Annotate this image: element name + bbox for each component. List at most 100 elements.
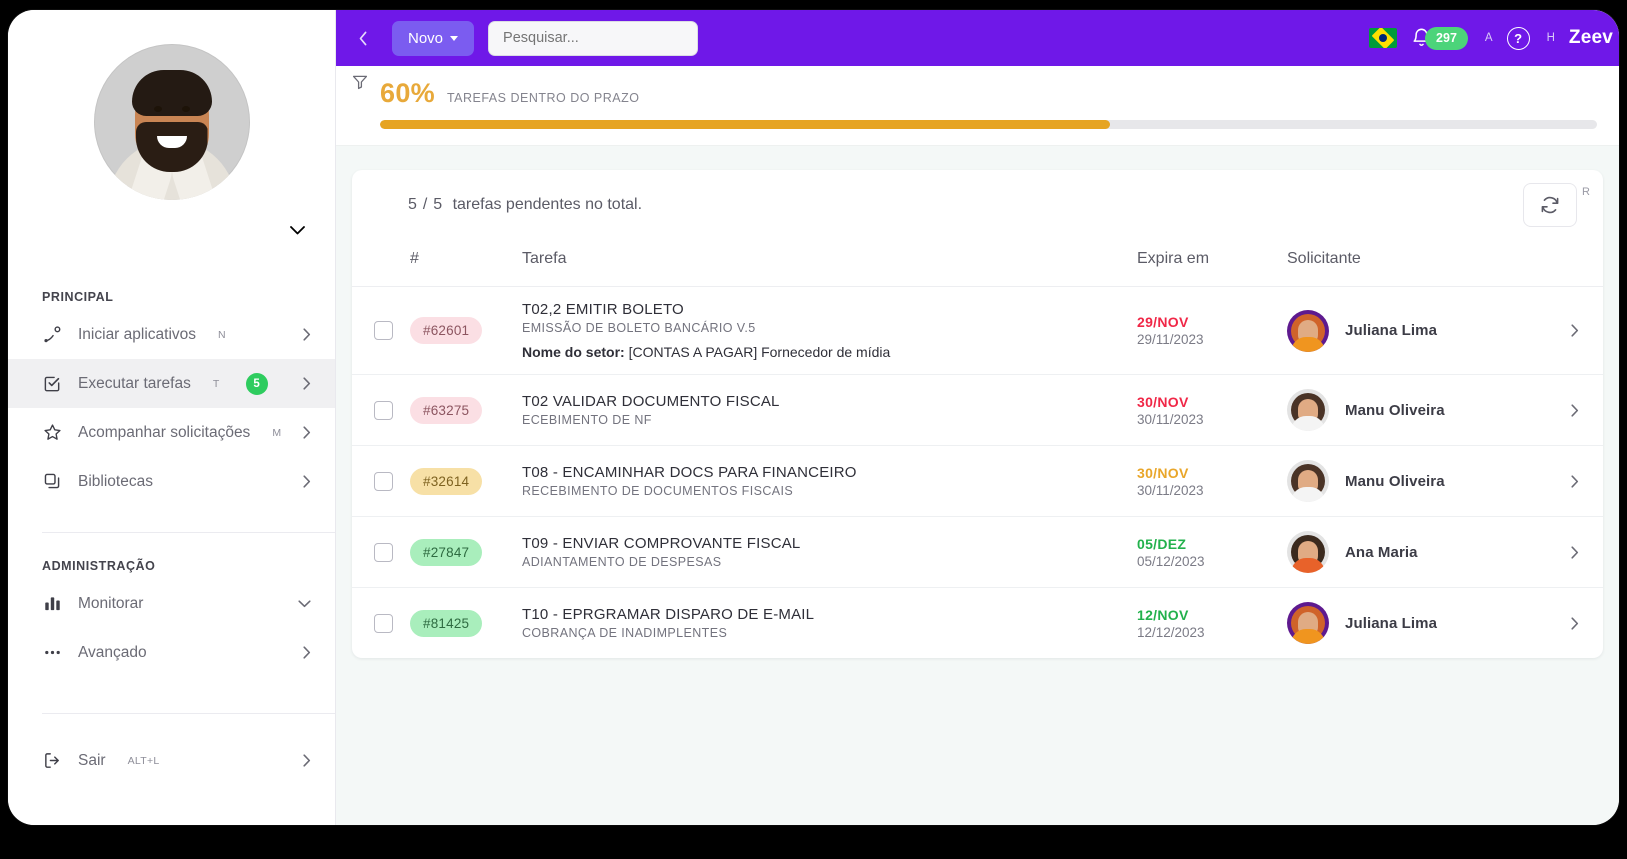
task-id-badge[interactable]: #63275	[410, 396, 483, 424]
count-caption: tarefas pendentes no total.	[452, 196, 643, 213]
logout-icon	[42, 751, 62, 771]
main-region: Novo 297 A ? H Zeev	[336, 10, 1619, 825]
row-task-cell: T02,2 EMITIR BOLETO EMISSÃO DE BOLETO BAN…	[522, 286, 1137, 375]
row-arrow-cell[interactable]	[1547, 445, 1603, 517]
sidebar-item-executar-tarefas[interactable]: Executar tarefas T 5	[8, 359, 335, 408]
column-task[interactable]: Tarefa	[522, 240, 1137, 287]
caret-down-icon	[450, 35, 459, 41]
row-task-cell: T10 - EPRGRAMAR DISPARO DE E-MAIL COBRANÇ…	[522, 588, 1137, 659]
row-checkbox[interactable]	[374, 613, 393, 633]
task-subtitle: ADIANTAMENTO DE DESPESAS	[522, 555, 722, 569]
column-id[interactable]: #	[410, 240, 522, 287]
topbar-actions: 297 A ? H Zeev	[1369, 26, 1619, 50]
notifications-button[interactable]: 297	[1411, 26, 1468, 50]
search-input[interactable]	[488, 20, 699, 56]
sidebar-item-bibliotecas[interactable]: Bibliotecas	[8, 457, 335, 506]
row-checkbox[interactable]	[374, 542, 393, 562]
sidebar-item-iniciar-aplicativos[interactable]: Iniciar aplicativos N	[8, 310, 335, 359]
sidebar-item-label: Bibliotecas	[78, 472, 153, 490]
table-row[interactable]: #63275 T02 VALIDAR DOCUMENTO FISCAL ECEBIM…	[352, 374, 1603, 446]
chevron-right-icon	[1547, 403, 1603, 417]
expires-short: 05/DEZ	[1137, 535, 1187, 552]
row-task-cell: T02 VALIDAR DOCUMENTO FISCAL ECEBIMENTO D…	[522, 374, 1137, 446]
brazil-flag-icon[interactable]	[1369, 28, 1398, 48]
user-avatar[interactable]	[93, 44, 250, 200]
sidebar-item-monitorar[interactable]: Monitorar	[8, 579, 335, 628]
requester-avatar	[1287, 389, 1329, 431]
tasks-table-body: #62601 T02,2 EMITIR BOLETO EMISSÃO DE BOLE…	[352, 286, 1603, 659]
row-id-cell: #81425	[410, 588, 522, 659]
task-id-badge[interactable]: #27847	[410, 538, 483, 566]
notification-count-badge: 297	[1425, 26, 1468, 50]
table-row[interactable]: #32614 T08 - ENCAMINHAR DOCS PARA FINANCE…	[352, 445, 1603, 517]
tasks-table-header: # Tarefa Expira em Solicitante	[352, 240, 1603, 287]
task-id-badge[interactable]: #32614	[410, 467, 483, 495]
row-checkbox[interactable]	[374, 471, 393, 491]
sidebar-item-shortcut: N	[218, 328, 226, 341]
requester-avatar	[1287, 531, 1329, 573]
copy-icon	[42, 472, 62, 492]
task-title: T02,2 EMITIR BOLETO	[522, 301, 684, 318]
pending-count: 5 / 5 tarefas pendentes no total.	[408, 196, 642, 214]
expires-full: 30/11/2023	[1137, 411, 1204, 427]
count-total: 5	[433, 196, 444, 213]
brand-logo[interactable]: Zeev	[1568, 27, 1613, 48]
sidebar-item-label: Sair	[78, 751, 106, 769]
table-row[interactable]: #81425 T10 - EPRGRAMAR DISPARO DE E-MAIL C…	[352, 588, 1603, 659]
profile-section	[8, 44, 335, 264]
profile-expand-button[interactable]	[8, 200, 335, 235]
row-arrow-cell[interactable]	[1547, 588, 1603, 659]
task-subtitle: RECEBIMENTO DE DOCUMENTOS FISCAIS	[522, 484, 794, 498]
task-title: T10 - EPRGRAMAR DISPARO DE E-MAIL	[522, 606, 815, 623]
progress-fill	[380, 120, 1111, 129]
row-id-cell: #27847	[410, 516, 522, 588]
progress-band: 60% TAREFAS DENTRO DO PRAZO	[336, 66, 1619, 146]
sidebar-item-shortcut: ALT+L	[127, 754, 160, 767]
row-arrow-cell[interactable]	[1547, 516, 1603, 588]
row-checkbox[interactable]	[374, 321, 393, 340]
sidebar-item-sair[interactable]: Sair ALT+L	[8, 736, 335, 785]
row-id-cell: #63275	[410, 374, 522, 446]
row-requester-cell: Manu Oliveira	[1287, 445, 1547, 517]
refresh-button[interactable]: R	[1523, 183, 1590, 227]
task-extra: Nome do setor: [CONTAS A PAGAR] Forneced…	[522, 344, 1137, 360]
novo-button[interactable]: Novo	[392, 20, 475, 56]
row-checkbox[interactable]	[374, 400, 393, 420]
row-expires-cell: 12/NOV 12/12/2023	[1137, 588, 1287, 659]
table-row[interactable]: #27847 T09 - ENVIAR COMPROVANTE FISCAL ADI…	[352, 516, 1603, 588]
task-id-badge[interactable]: #62601	[410, 317, 483, 344]
row-expires-cell: 30/NOV 30/11/2023	[1137, 445, 1287, 517]
chevron-right-icon	[303, 475, 311, 488]
requester-name: Juliana Lima	[1345, 322, 1438, 339]
tasks-card: 5 / 5 tarefas pendentes no total. R	[352, 170, 1603, 658]
chevron-right-icon	[303, 646, 311, 659]
task-title: T09 - ENVIAR COMPROVANTE FISCAL	[522, 535, 801, 552]
requester-name: Manu Oliveira	[1345, 401, 1445, 419]
task-id-badge[interactable]: #81425	[410, 609, 483, 637]
row-checkbox-cell	[352, 588, 410, 659]
chevron-left-icon	[359, 31, 368, 46]
row-requester-cell: Ana Maria	[1287, 516, 1547, 588]
table-row[interactable]: #62601 T02,2 EMITIR BOLETO EMISSÃO DE BOLE…	[352, 286, 1603, 375]
count-current: 5	[408, 196, 419, 213]
app-window: PRINCIPAL Iniciar aplicativos N Executar…	[8, 10, 1619, 825]
row-arrow-cell[interactable]	[1547, 286, 1603, 375]
help-button[interactable]: ?	[1506, 26, 1530, 50]
sidebar-item-avancado[interactable]: Avançado	[8, 628, 335, 677]
bar-chart-icon	[42, 594, 62, 614]
row-checkbox-cell	[352, 374, 410, 446]
sidebar-item-badge: 5	[245, 372, 268, 395]
column-requester[interactable]: Solicitante	[1287, 240, 1547, 287]
sidebar-item-label: Iniciar aplicativos	[78, 325, 197, 343]
row-arrow-cell[interactable]	[1547, 374, 1603, 446]
task-subtitle: COBRANÇA DE INADIMPLENTES	[522, 626, 728, 640]
row-requester-cell: Juliana Lima	[1287, 286, 1547, 375]
sidebar-collapse-button[interactable]	[348, 23, 378, 53]
question-mark-icon: ?	[1514, 30, 1523, 46]
sidebar-divider-3	[42, 713, 335, 714]
column-expires[interactable]: Expira em	[1137, 240, 1287, 287]
filter-icon[interactable]	[352, 74, 368, 90]
expires-full: 05/12/2023	[1137, 553, 1205, 569]
sidebar-item-acompanhar-solicitacoes[interactable]: Acompanhar solicitações M	[8, 408, 335, 457]
row-requester-cell: Manu Oliveira	[1287, 374, 1547, 446]
